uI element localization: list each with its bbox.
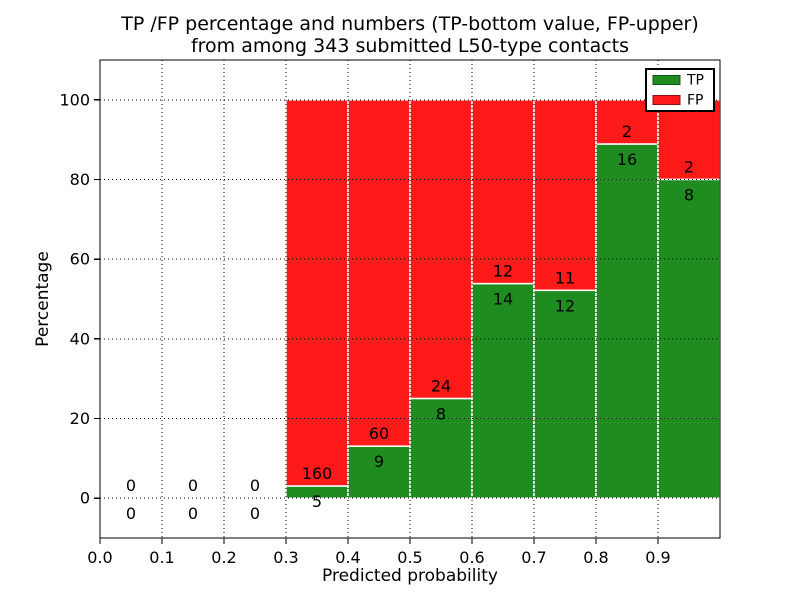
tp-count-label: 5 — [312, 492, 322, 511]
chart-title-line1: TP /FP percentage and numbers (TP-bottom… — [120, 13, 699, 35]
y-axis-label: Percentage — [33, 251, 53, 347]
fp-count-label: 0 — [126, 476, 136, 495]
tp-count-label: 16 — [617, 150, 637, 169]
gridlines-layer — [100, 60, 720, 538]
tp-count-label: 9 — [374, 452, 384, 471]
fp-bar — [471, 99, 535, 285]
chart-title-line2: from among 343 submitted L50-type contac… — [191, 35, 629, 57]
tp-count-label: 14 — [493, 290, 513, 309]
tp-count-label: 0 — [126, 504, 136, 523]
fp-bar — [409, 99, 473, 400]
legend-label-fp: FP — [687, 93, 704, 109]
tp-count-label: 0 — [250, 504, 260, 523]
ticks-layer — [94, 99, 659, 544]
legend-swatch-tp — [652, 75, 681, 85]
x-tick-label: 0.2 — [211, 548, 236, 567]
fp-bar — [285, 99, 349, 487]
fp-count-label: 2 — [684, 158, 694, 177]
y-tick-label: 40 — [70, 329, 90, 348]
x-axis-label: Predicted probability — [322, 566, 498, 586]
x-tick-label: 0.0 — [87, 548, 112, 567]
legend-swatch-fp — [652, 95, 681, 105]
tp-count-label: 0 — [188, 504, 198, 523]
tp-bar — [409, 397, 473, 499]
x-tick-label: 0.5 — [397, 548, 422, 567]
x-tick-label: 0.1 — [149, 548, 174, 567]
tp-bar — [533, 289, 597, 499]
x-tick-label: 0.9 — [645, 548, 670, 567]
y-tick-label: 20 — [70, 409, 90, 428]
fp-count-label: 160 — [302, 464, 333, 483]
fp-bar — [533, 99, 597, 292]
tp-count-label: 12 — [555, 296, 575, 315]
tp-count-label: 8 — [684, 186, 694, 205]
tp-bar — [595, 143, 659, 499]
x-tick-label: 0.8 — [583, 548, 608, 567]
legend-label-tp: TP — [686, 73, 704, 89]
y-tick-label: 80 — [70, 170, 90, 189]
fp-count-label: 0 — [188, 476, 198, 495]
fp-count-label: 2 — [622, 122, 632, 141]
bar-annotations-layer: 0 0 0 0 0 0 160 5 60 9 24 8 12 14 11 12 2 16 2 8 — [126, 122, 694, 523]
y-tick-label: 0 — [80, 489, 90, 508]
y-tick-label: 60 — [70, 250, 90, 269]
fp-count-label: 60 — [369, 424, 389, 443]
fp-count-label: 24 — [431, 377, 451, 396]
fp-count-label: 0 — [250, 476, 260, 495]
x-tick-label: 0.6 — [459, 548, 484, 567]
fp-count-label: 11 — [555, 268, 575, 287]
x-tick-label: 0.3 — [273, 548, 298, 567]
fp-count-label: 12 — [493, 262, 513, 281]
fp-bar — [347, 99, 411, 447]
tp-bar — [471, 282, 535, 499]
x-tick-label: 0.7 — [521, 548, 546, 567]
tp-count-label: 8 — [436, 405, 446, 424]
y-tick-label: 100 — [59, 90, 90, 109]
x-tick-label: 0.4 — [335, 548, 360, 567]
legend: TP FP — [645, 68, 715, 112]
